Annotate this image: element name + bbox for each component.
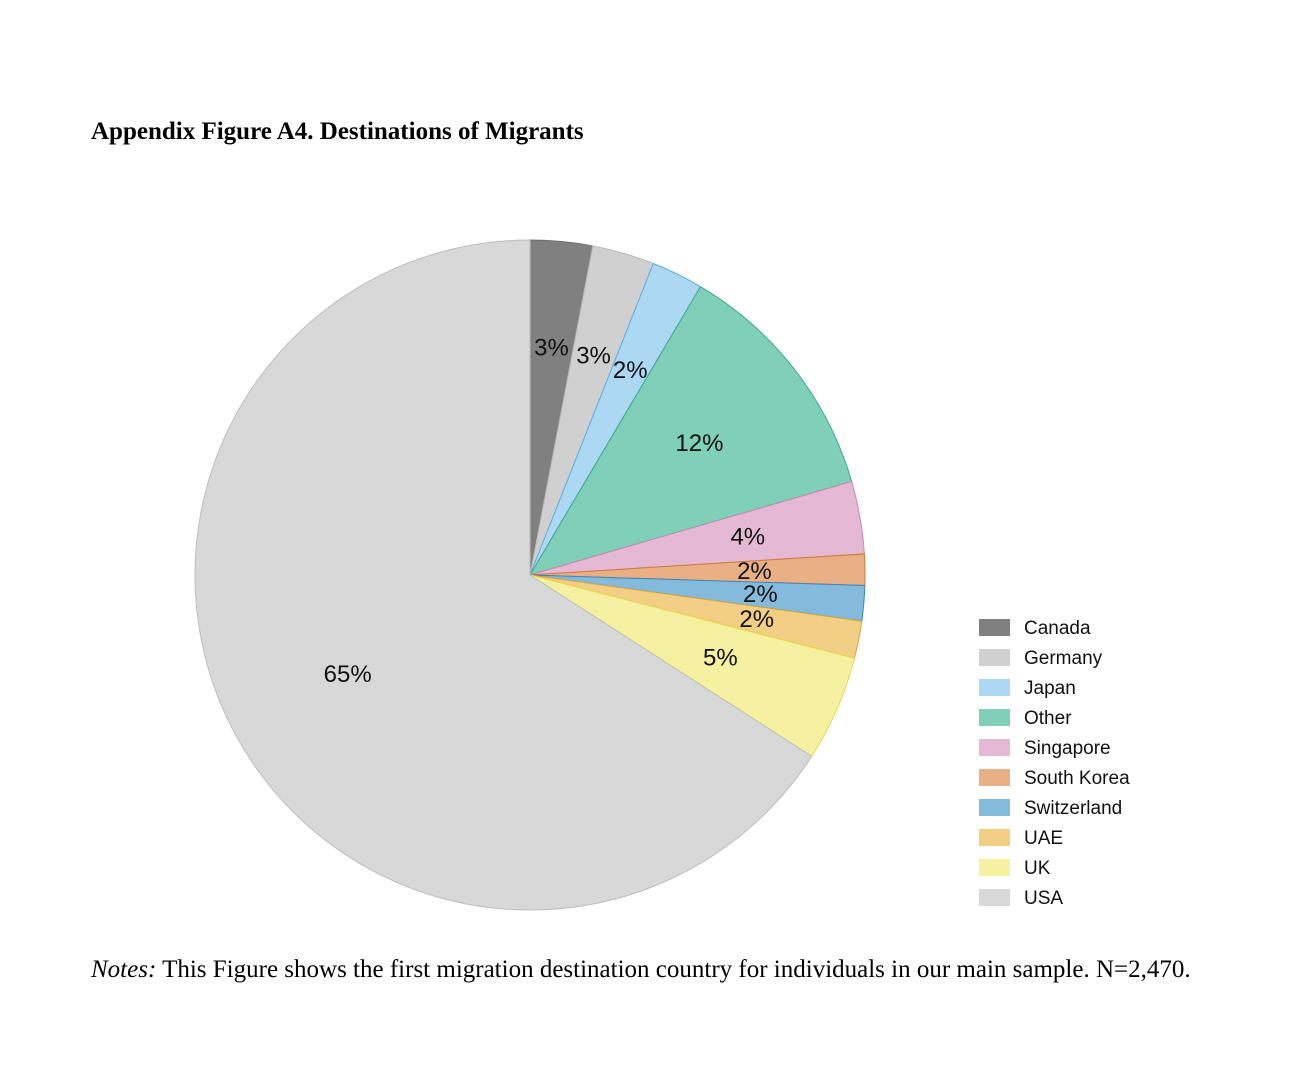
legend-swatch-other	[979, 709, 1010, 726]
legend-label-uk: UK	[1024, 858, 1051, 879]
slice-label-japan: 2%	[613, 357, 648, 384]
legend-swatch-switzerland	[979, 799, 1010, 816]
legend-label-south-korea: South Korea	[1024, 768, 1130, 789]
notes-lead: Notes:	[91, 956, 157, 983]
legend-label-usa: USA	[1024, 888, 1063, 909]
legend-swatch-usa	[979, 889, 1010, 906]
slice-label-germany: 3%	[576, 343, 611, 370]
legend-swatch-canada	[979, 619, 1010, 636]
notes-text: This Figure shows the first migration de…	[156, 956, 1191, 983]
legend-label-canada: Canada	[1024, 618, 1091, 639]
slice-label-switzerland: 2%	[743, 581, 778, 608]
slice-label-singapore: 4%	[730, 523, 765, 550]
legend-label-uae: UAE	[1024, 828, 1063, 849]
legend-swatch-uae	[979, 829, 1010, 846]
legend-label-japan: Japan	[1024, 678, 1076, 699]
legend-label-germany: Germany	[1024, 648, 1103, 669]
pie-labels: 3% 3%2%12%4%2%2%2%5%65%	[324, 335, 778, 688]
slice-label-other: 12%	[675, 430, 723, 457]
legend-label-singapore: Singapore	[1024, 738, 1111, 759]
pie-slices	[194, 239, 866, 911]
legend-label-other: Other	[1024, 708, 1072, 729]
figure-title: Appendix Figure A4. Destinations of Migr…	[91, 118, 584, 145]
figure-notes: Notes: This Figure shows the first migra…	[91, 953, 1221, 986]
pie-slice-usa	[194, 239, 813, 911]
legend-swatch-south-korea	[979, 769, 1010, 786]
slice-label-south-korea: 2%	[737, 558, 772, 585]
legend-label-switzerland: Switzerland	[1024, 798, 1122, 819]
slice-label-uae: 2%	[739, 606, 774, 633]
slice-label-usa: 65%	[324, 661, 372, 688]
legend-swatch-japan	[979, 679, 1010, 696]
slice-label-uk: 5%	[703, 645, 738, 672]
legend-swatch-singapore	[979, 739, 1010, 756]
legend: Canada Germany Japan Other Singapore South Ko…	[979, 618, 1130, 909]
legend-swatch-uk	[979, 859, 1010, 876]
pie-slice-other	[528, 285, 853, 576]
legend-swatch-germany	[979, 649, 1010, 666]
slice-label-canada: 3%	[534, 335, 569, 362]
